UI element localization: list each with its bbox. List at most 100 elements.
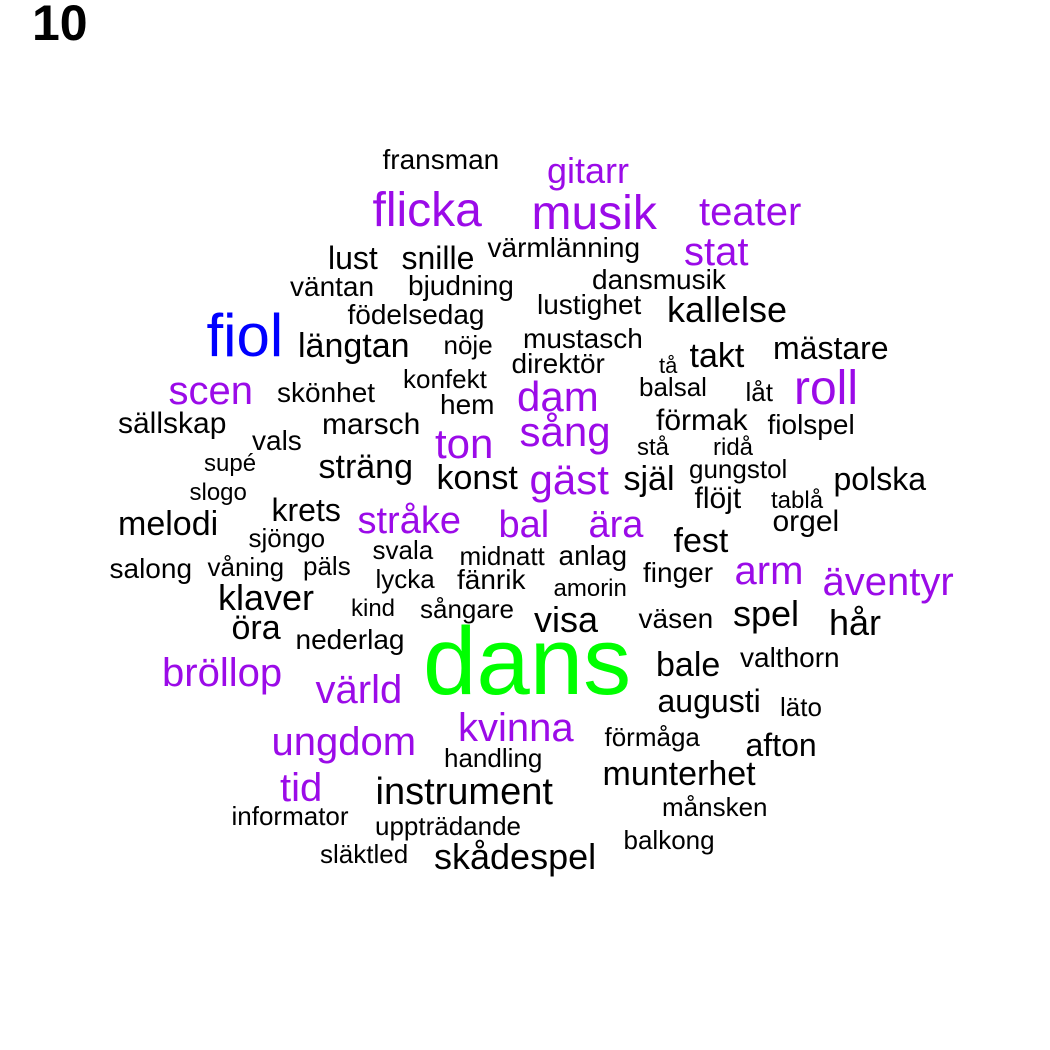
cloud-word: väsen [638, 602, 714, 634]
cloud-word: sjöngo [248, 522, 326, 553]
cloud-word: vals [252, 424, 302, 456]
cloud-word: orgel [772, 505, 840, 538]
cloud-word: valthorn [740, 641, 840, 673]
cloud-word: bale [656, 646, 721, 685]
cloud-word: kind [351, 595, 396, 623]
cloud-word: afton [745, 727, 817, 764]
cloud-word: stat [684, 230, 749, 274]
cloud-word: salong [109, 552, 193, 584]
cloud-word: anlag [558, 539, 628, 571]
cloud-word: sångare [420, 593, 514, 624]
cloud-word: skönhet [277, 376, 376, 408]
cloud-word: roll [794, 361, 859, 415]
cloud-word: päls [303, 550, 351, 581]
cloud-word: lust [328, 240, 378, 277]
cloud-word: fänrik [457, 563, 526, 595]
cloud-word: musik [531, 186, 657, 240]
panel-number: 10 [32, 0, 88, 51]
cloud-word: teater [699, 190, 802, 234]
cloud-word: polska [833, 461, 927, 498]
cloud-word: konfekt [403, 363, 487, 394]
cloud-word: förmak [656, 404, 748, 437]
cloud-word: sträng [318, 448, 414, 487]
cloud-word: krets [271, 492, 341, 529]
cloud-word: värld [315, 668, 403, 712]
cloud-word: uppträdande [375, 810, 522, 841]
cloud-word: mustasch [523, 322, 643, 354]
cloud-word: ton [435, 420, 494, 468]
cloud-word: augusti [657, 683, 761, 720]
cloud-word: födelsedag [347, 298, 485, 330]
cloud-word: midnatt [459, 540, 545, 571]
cloud-word: öra [231, 609, 281, 648]
cloud-word: balkong [623, 824, 715, 855]
cloud-word: kvinna [458, 706, 574, 750]
cloud-word: instrument [375, 770, 553, 813]
cloud-word: fest [673, 522, 729, 561]
cloud-word: nöje [443, 329, 493, 360]
cloud-word: lycka [375, 563, 435, 594]
cloud-word: snille [401, 240, 475, 277]
cloud-word: balsal [639, 371, 707, 402]
cloud-word: svala [372, 534, 434, 565]
cloud-word: supé [204, 450, 257, 478]
cloud-word: flicka [372, 183, 482, 237]
cloud-word: dansmusik [592, 263, 726, 295]
cloud-word: tid [280, 766, 323, 810]
cloud-word: släktled [320, 838, 409, 869]
cloud-word: själ [623, 460, 675, 499]
cloud-word: skådespel [434, 835, 597, 877]
cloud-word: sällskap [118, 407, 227, 440]
cloud-word: ridå [713, 434, 754, 462]
cloud-word: direktör [511, 347, 605, 379]
cloud-word: månsken [662, 791, 768, 822]
cloud-word: fiolspel [767, 408, 855, 440]
cloud-word: lustighet [537, 288, 642, 320]
cloud-word: scen [168, 369, 254, 413]
cloud-word: dam [517, 373, 599, 421]
cloud-word: munterhet [602, 755, 756, 794]
cloud-word: informator [231, 800, 349, 831]
cloud-word: våning [207, 551, 285, 582]
cloud-word: slogo [189, 479, 247, 507]
cloud-word: melodi [118, 505, 219, 544]
cloud-word: gäst [529, 456, 609, 504]
cloud-word: marsch [322, 408, 421, 441]
cloud-word: klaver [218, 576, 315, 618]
cloud-word: läto [780, 691, 822, 722]
cloud-word: gungstol [689, 453, 788, 484]
cloud-word: konst [436, 459, 518, 498]
cloud-word: tå [659, 353, 678, 379]
cloud-word: visa [534, 598, 599, 640]
cloud-word: värmlänning [487, 231, 641, 263]
cloud-word: ungdom [271, 720, 417, 764]
cloud-word: hår [829, 601, 882, 643]
cloud-word: stråke [357, 499, 461, 542]
cloud-word: stå [637, 434, 670, 462]
cloud-word: finger [643, 556, 714, 588]
cloud-word: handling [444, 742, 543, 773]
cloud-word: spel [733, 592, 800, 634]
cloud-word: gitarr [547, 149, 630, 191]
cloud-word: bal [498, 503, 550, 546]
cloud-word: flöjt [694, 482, 742, 515]
cloud-word: längtan [298, 327, 410, 366]
cloud-word: sång [519, 408, 611, 456]
cloud-word: tablå [771, 487, 824, 515]
cloud-word: mästare [773, 330, 889, 367]
cloud-word: låt [745, 376, 773, 407]
cloud-word: arm [734, 549, 804, 593]
cloud-word: hem [440, 388, 495, 420]
cloud-word: fiol [206, 302, 284, 369]
cloud-word: bröllop [162, 651, 283, 695]
cloud-word: ära [588, 503, 644, 546]
cloud-word: förmåga [604, 721, 700, 752]
cloud-word: äventyr [822, 560, 954, 604]
cloud-word: amorin [553, 575, 627, 603]
cloud-word: takt [689, 337, 745, 376]
cloud-word: fransman [382, 143, 500, 175]
cloud-word: väntan [290, 270, 375, 302]
cloud-word: bjudning [408, 269, 514, 301]
cloud-word: dans [423, 607, 632, 715]
